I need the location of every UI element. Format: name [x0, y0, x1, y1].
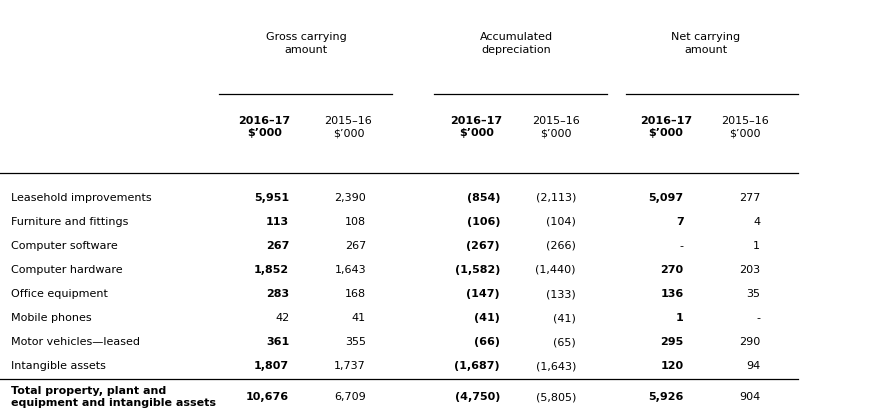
Text: -: -: [756, 313, 760, 323]
Text: 270: 270: [661, 265, 684, 275]
Text: 2015–16
$’000: 2015–16 $’000: [325, 116, 372, 138]
Text: (854): (854): [467, 193, 500, 203]
Text: (104): (104): [546, 217, 576, 227]
Text: 42: 42: [275, 313, 289, 323]
Text: 94: 94: [746, 362, 760, 371]
Text: 5,926: 5,926: [648, 392, 684, 402]
Text: 295: 295: [661, 337, 684, 347]
Text: 203: 203: [739, 265, 760, 275]
Text: 6,709: 6,709: [334, 392, 366, 402]
Text: 283: 283: [266, 289, 289, 299]
Text: 5,951: 5,951: [254, 193, 289, 203]
Text: 904: 904: [739, 392, 760, 402]
Text: Total property, plant and
equipment and intangible assets: Total property, plant and equipment and …: [11, 386, 215, 409]
Text: 277: 277: [739, 193, 760, 203]
Text: 1: 1: [753, 241, 760, 251]
Text: (1,643): (1,643): [535, 362, 576, 371]
Text: 2,390: 2,390: [334, 193, 366, 203]
Text: 35: 35: [746, 289, 760, 299]
Text: 120: 120: [661, 362, 684, 371]
Text: (133): (133): [546, 289, 576, 299]
Text: (147): (147): [467, 289, 500, 299]
Text: 2016–17
$’000: 2016–17 $’000: [450, 116, 503, 138]
Text: 136: 136: [661, 289, 684, 299]
Text: 2015–16
$’000: 2015–16 $’000: [532, 116, 579, 138]
Text: Intangible assets: Intangible assets: [11, 362, 106, 371]
Text: Accumulated
depreciation: Accumulated depreciation: [480, 32, 552, 55]
Text: Computer hardware: Computer hardware: [11, 265, 123, 275]
Text: (1,687): (1,687): [454, 362, 500, 371]
Text: 1,643: 1,643: [334, 265, 366, 275]
Text: 5,097: 5,097: [648, 193, 684, 203]
Text: 41: 41: [352, 313, 366, 323]
Text: (1,440): (1,440): [535, 265, 576, 275]
Text: 7: 7: [676, 217, 684, 227]
Text: (41): (41): [553, 313, 576, 323]
Text: 267: 267: [265, 241, 289, 251]
Text: Furniture and fittings: Furniture and fittings: [11, 217, 128, 227]
Text: 108: 108: [345, 217, 366, 227]
Text: (1,582): (1,582): [455, 265, 500, 275]
Text: 1: 1: [676, 313, 684, 323]
Text: 1,737: 1,737: [334, 362, 366, 371]
Text: 2015–16
$’000: 2015–16 $’000: [721, 116, 769, 138]
Text: 361: 361: [266, 337, 289, 347]
Text: Gross carrying
amount: Gross carrying amount: [265, 32, 347, 55]
Text: 355: 355: [345, 337, 366, 347]
Text: 4: 4: [753, 217, 760, 227]
Text: (66): (66): [475, 337, 500, 347]
Text: Mobile phones: Mobile phones: [11, 313, 91, 323]
Text: 1,852: 1,852: [254, 265, 289, 275]
Text: 290: 290: [739, 337, 760, 347]
Text: -: -: [679, 241, 684, 251]
Text: 10,676: 10,676: [246, 392, 289, 402]
Text: 1,807: 1,807: [254, 362, 289, 371]
Text: (41): (41): [475, 313, 500, 323]
Text: (65): (65): [553, 337, 576, 347]
Text: Net carrying
amount: Net carrying amount: [671, 32, 740, 55]
Text: 267: 267: [345, 241, 366, 251]
Text: (2,113): (2,113): [535, 193, 576, 203]
Text: 168: 168: [345, 289, 366, 299]
Text: (106): (106): [467, 217, 500, 227]
Text: (4,750): (4,750): [455, 392, 500, 402]
Text: (266): (266): [546, 241, 576, 251]
Text: Office equipment: Office equipment: [11, 289, 108, 299]
Text: Leasehold improvements: Leasehold improvements: [11, 193, 151, 203]
Text: Motor vehicles—leased: Motor vehicles—leased: [11, 337, 139, 347]
Text: 2016–17
$’000: 2016–17 $’000: [238, 116, 291, 138]
Text: (267): (267): [467, 241, 500, 251]
Text: Computer software: Computer software: [11, 241, 117, 251]
Text: 113: 113: [266, 217, 289, 227]
Text: (5,805): (5,805): [535, 392, 576, 402]
Text: 2016–17
$’000: 2016–17 $’000: [639, 116, 692, 138]
